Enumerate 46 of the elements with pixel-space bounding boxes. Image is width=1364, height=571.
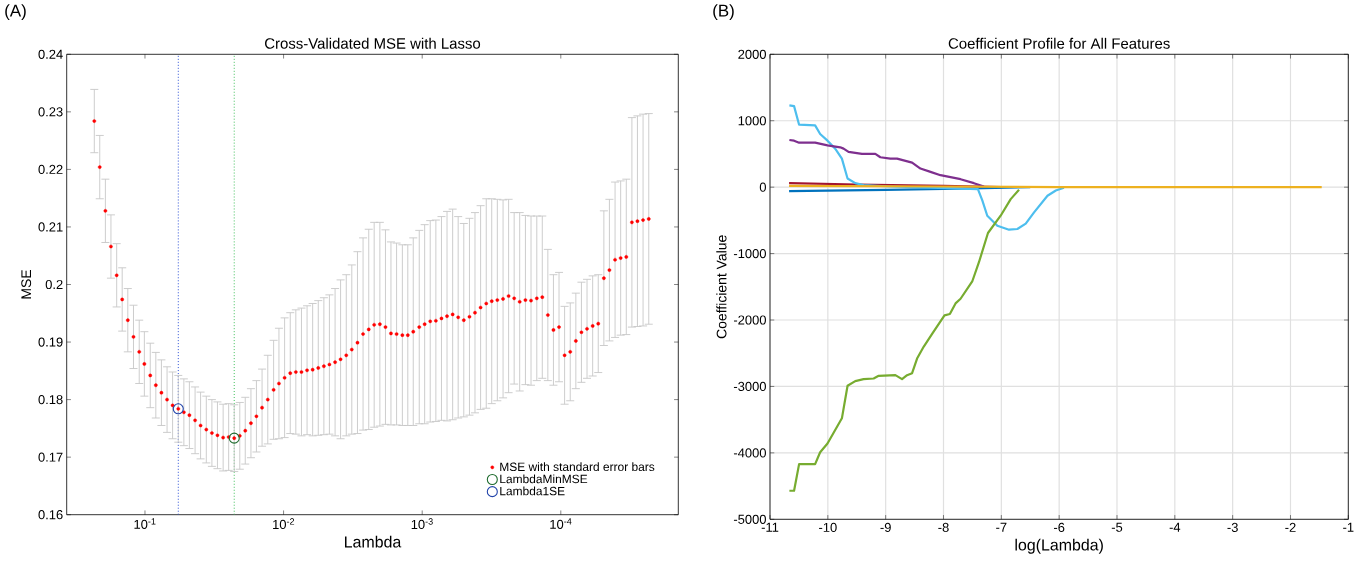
y-tick-label: -5000 — [733, 514, 766, 524]
x-tick-label: 10$^{-2}$ — [273, 518, 295, 530]
x-tick-label: -2 — [1285, 522, 1296, 532]
legend-label: Lambda1SE — [500, 486, 565, 496]
y-tick-label: 0.22 — [38, 164, 63, 174]
y-tick-label: 0.18 — [38, 395, 63, 405]
y-tick-label: 0.21 — [38, 222, 63, 232]
y-tick-label: 1000 — [738, 116, 766, 126]
y-tick-label: 0.16 — [38, 510, 63, 520]
x-tick-label: -1 — [1343, 522, 1354, 532]
text: (B) — [713, 4, 734, 20]
x-axis-title: Lambda — [345, 535, 402, 548]
y-axis-title: Coefficient Value — [716, 235, 727, 339]
chart-title: Coefficient Profile for All Features — [948, 37, 1170, 49]
x-tick-label: 10$^{-1}$ — [134, 518, 156, 529]
y-tick-label: -4000 — [733, 448, 766, 458]
x-tick-label: -9 — [880, 522, 891, 532]
y-tick-label: -3000 — [733, 381, 766, 392]
y-tick-label: -2000 — [733, 315, 766, 325]
line-series — [788, 188, 1021, 492]
x-tick-label: -6 — [1053, 522, 1065, 532]
y-tick-label: 0.19 — [38, 337, 63, 347]
chart-title: Cross-Validated MSE with Lasso — [265, 37, 481, 49]
x-tick-label: -3 — [1227, 522, 1238, 532]
text: (A) — [5, 4, 26, 20]
y-tick-label: 2000 — [738, 49, 766, 59]
x-tick-label: -8 — [938, 522, 949, 532]
x-tick-label: -11 — [761, 522, 779, 532]
x-axis-title: log(Lambda) — [1015, 538, 1103, 554]
y-tick-label: 0.2 — [45, 279, 63, 290]
y-tick-label: 0.24 — [38, 49, 63, 59]
x-tick-label: 10$^{-4}$ — [550, 518, 572, 529]
y-axis-title: MSE — [21, 269, 32, 299]
x-tick-label: 10$^{-3}$ — [411, 518, 433, 530]
x-tick-label: -7 — [996, 522, 1007, 532]
legend-label: LambdaMinMSE — [500, 474, 588, 484]
y-tick-label: 0.23 — [38, 107, 63, 117]
x-tick-label: -10 — [819, 522, 837, 532]
y-tick-label: 0 — [759, 182, 766, 192]
legend-label: MSE with standard error bars — [500, 462, 655, 472]
x-tick-label: -4 — [1169, 522, 1181, 532]
line-series — [788, 104, 1066, 231]
y-tick-label: -1000 — [733, 249, 766, 259]
line-series — [788, 138, 986, 188]
y-tick-label: 0.17 — [38, 452, 63, 462]
x-tick-label: -5 — [1111, 522, 1123, 532]
